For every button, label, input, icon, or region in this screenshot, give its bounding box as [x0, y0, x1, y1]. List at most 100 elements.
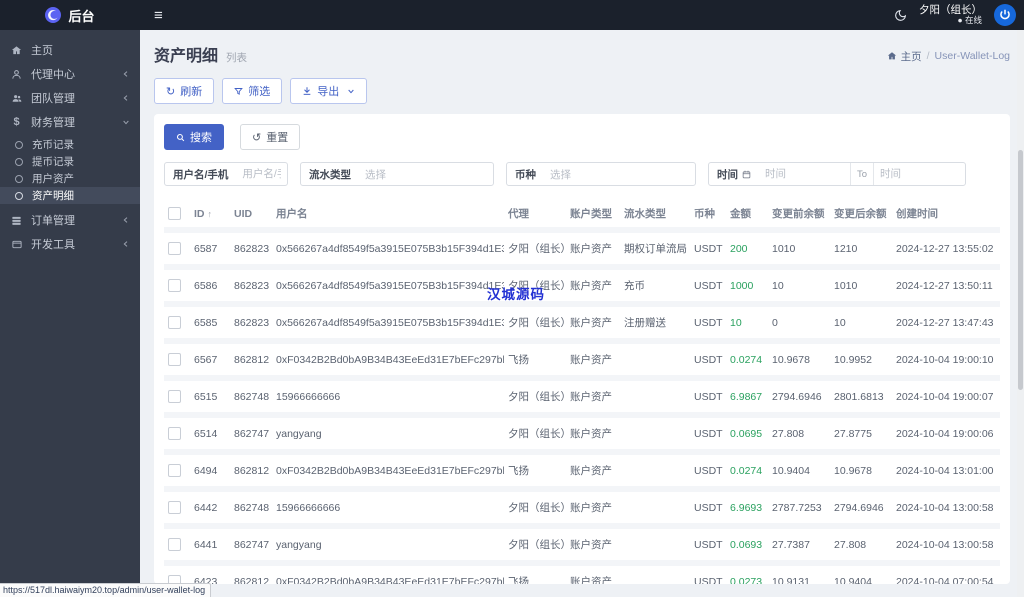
reset-button[interactable]: ↺ 重置: [240, 124, 301, 150]
cell-coin: USDT: [690, 563, 726, 584]
sidebar-item-agent-center[interactable]: 代理中心: [0, 62, 140, 86]
cell-created-at: 2024-10-04 13:00:58: [892, 526, 1000, 566]
sidebar-item-home[interactable]: 主页: [0, 38, 140, 62]
cell-username: 15966666666: [272, 489, 504, 529]
col-amount: 金额: [726, 200, 768, 233]
row-checkbox[interactable]: [168, 427, 181, 440]
cell-flow-type: 注册赠送: [620, 304, 690, 344]
cell-amount: 10: [726, 304, 768, 344]
cell-account-type: 账户资产: [566, 267, 620, 307]
chevron-left-icon: [122, 216, 130, 224]
filter-coin[interactable]: 币种 选择: [506, 162, 696, 186]
select-all-checkbox[interactable]: [168, 207, 181, 220]
scrollbar-thumb[interactable]: [1018, 150, 1023, 390]
sidebar-item-devtools[interactable]: 开发工具: [0, 232, 140, 256]
data-card: 搜索 ↺ 重置 用户名/手机 流水类型 选择 币种 选择 时间: [154, 114, 1010, 584]
avatar[interactable]: [994, 4, 1016, 26]
sidebar-item-asset-detail[interactable]: 资产明细: [0, 187, 140, 204]
cell-created-at: 2024-10-04 13:00:58: [892, 489, 1000, 529]
row-checkbox[interactable]: [168, 390, 181, 403]
calendar-icon: [742, 170, 751, 179]
chevron-left-icon: [122, 94, 130, 102]
row-checkbox[interactable]: [168, 316, 181, 329]
row-checkbox[interactable]: [168, 538, 181, 551]
cell-uid: 862812: [230, 563, 272, 584]
page-title: 资产明细: [154, 48, 219, 65]
row-checkbox[interactable]: [168, 575, 181, 584]
cell-coin: USDT: [690, 230, 726, 270]
cell-flow-type: 充币: [620, 267, 690, 307]
refresh-button[interactable]: ↻ 刷新: [154, 78, 215, 104]
table-row: 6586 862823 0x566267a4df8549f5a3915E075B3b…: [164, 267, 1000, 307]
username-input[interactable]: [236, 168, 287, 180]
cell-coin: USDT: [690, 304, 726, 344]
cell-amount: 6.9867: [726, 378, 768, 418]
flow-type-select[interactable]: 选择: [365, 168, 386, 181]
table-row: 6567 862812 0xF0342B2Bd0bA9B34B43EeEd31E7b…: [164, 341, 1000, 381]
menu-toggle-icon[interactable]: ≡: [154, 6, 163, 24]
cell-after-balance: 1210: [830, 230, 892, 270]
main-content: 资产明细 列表 主页 / User-Wallet-Log ↻ 刷新 筛选: [140, 30, 1024, 597]
sidebar-item-finance[interactable]: $ 财务管理: [0, 110, 140, 134]
devtools-icon: [10, 239, 23, 250]
filter-button[interactable]: 筛选: [222, 78, 283, 104]
cell-id: 6442: [190, 489, 230, 529]
row-checkbox[interactable]: [168, 464, 181, 477]
cell-agent: 夕阳（组长）: [504, 267, 566, 307]
cell-created-at: 2024-12-27 13:50:11: [892, 267, 1000, 307]
cell-uid: 862823: [230, 267, 272, 307]
col-account-type: 账户类型: [566, 200, 620, 233]
cell-before-balance: 10: [768, 267, 830, 307]
row-checkbox[interactable]: [168, 501, 181, 514]
cell-id: 6567: [190, 341, 230, 381]
row-checkbox[interactable]: [168, 242, 181, 255]
cell-id: 6441: [190, 526, 230, 566]
export-button[interactable]: 导出: [290, 78, 368, 104]
cell-account-type: 账户资产: [566, 230, 620, 270]
sort-asc-icon: ↑: [207, 208, 213, 219]
search-button[interactable]: 搜索: [164, 124, 224, 150]
cell-uid: 862823: [230, 304, 272, 344]
dark-mode-moon-icon[interactable]: [894, 9, 907, 22]
chevron-down-icon: [347, 87, 355, 95]
brand[interactable]: 后台: [0, 0, 140, 30]
breadcrumb-home[interactable]: 主页: [887, 49, 922, 64]
coin-select[interactable]: 选择: [550, 168, 571, 181]
cell-coin: USDT: [690, 267, 726, 307]
sidebar-item-deposit-record[interactable]: 充币记录: [0, 136, 140, 153]
page-scrollbar[interactable]: [1017, 30, 1024, 597]
cell-id: 6514: [190, 415, 230, 455]
cell-before-balance: 10.9404: [768, 452, 830, 492]
cell-uid: 862748: [230, 378, 272, 418]
cell-before-balance: 2787.7253: [768, 489, 830, 529]
filter-flow-type[interactable]: 流水类型 选择: [300, 162, 494, 186]
time-end-input[interactable]: [874, 168, 965, 180]
cell-account-type: 账户资产: [566, 304, 620, 344]
table-row: 6442 862748 15966666666 夕阳（组长） 账户资产 USDT 6.969…: [164, 489, 1000, 529]
search-icon: [176, 133, 185, 142]
user-menu[interactable]: 夕阳（组长） ● 在线: [919, 4, 982, 26]
cell-before-balance: 10.9131: [768, 563, 830, 584]
sidebar-item-withdraw-record[interactable]: 提币记录: [0, 153, 140, 170]
cell-flow-type: [620, 489, 690, 529]
col-id[interactable]: ID ↑: [190, 200, 230, 233]
sidebar-item-orders[interactable]: 订单管理: [0, 208, 140, 232]
toolbar: ↻ 刷新 筛选 导出: [154, 78, 1010, 104]
table-row: 6585 862823 0x566267a4df8549f5a3915E075B3b…: [164, 304, 1000, 344]
sidebar-item-user-assets[interactable]: 用户资产: [0, 170, 140, 187]
cell-after-balance: 10.9952: [830, 341, 892, 381]
cell-id: 6587: [190, 230, 230, 270]
cell-flow-type: [620, 341, 690, 381]
cell-flow-type: [620, 415, 690, 455]
row-checkbox[interactable]: [168, 279, 181, 292]
cell-after-balance: 1010: [830, 267, 892, 307]
status-link-preview: https://517dl.haiwaiym20.top/admin/user-…: [0, 583, 212, 597]
asset-table: ID ↑ UID 用户名 代理 账户类型 流水类型 币种 金额 变更前余额 变更后…: [164, 200, 1000, 584]
radio-icon: [15, 191, 23, 200]
time-start-input[interactable]: [759, 168, 850, 180]
col-uid: UID: [230, 200, 272, 233]
row-checkbox[interactable]: [168, 353, 181, 366]
download-icon: [302, 86, 312, 96]
cell-username: yangyang: [272, 415, 504, 455]
sidebar-item-team[interactable]: 团队管理: [0, 86, 140, 110]
